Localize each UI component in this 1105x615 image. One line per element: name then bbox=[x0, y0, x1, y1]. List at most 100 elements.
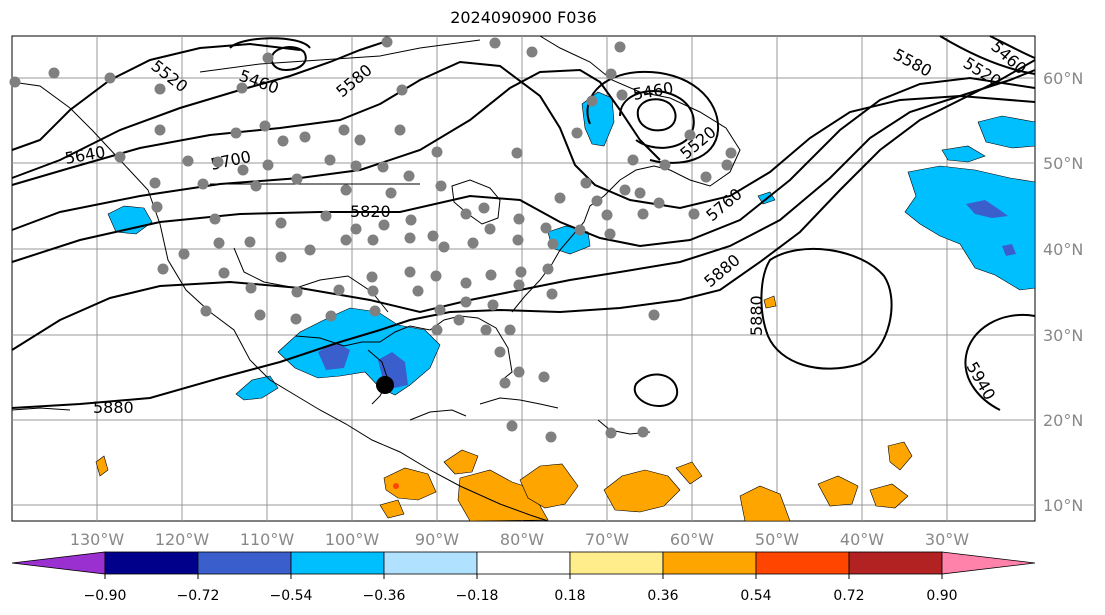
station-dot bbox=[367, 285, 379, 297]
station-dot bbox=[538, 371, 550, 383]
colorbar-tick-label: 0.18 bbox=[554, 588, 585, 604]
station-dot bbox=[197, 178, 209, 190]
station-dot bbox=[48, 67, 60, 79]
station-dot bbox=[405, 214, 417, 226]
station-dot bbox=[182, 155, 194, 167]
contour-label: 5820 bbox=[350, 202, 391, 221]
station-dot bbox=[333, 284, 345, 296]
station-dot bbox=[499, 377, 511, 389]
strong-positive-spot bbox=[393, 483, 399, 489]
station-dot bbox=[648, 309, 660, 321]
colorbar-bin bbox=[476, 551, 571, 575]
positive-anomaly-shading bbox=[95, 295, 913, 522]
station-dot bbox=[512, 234, 524, 246]
station-dot bbox=[212, 156, 224, 168]
station-dot bbox=[367, 234, 379, 246]
station-dot bbox=[250, 180, 262, 192]
lat-tick-label: 10°N bbox=[1043, 496, 1083, 515]
station-dot bbox=[178, 248, 190, 260]
station-dot bbox=[591, 195, 603, 207]
coastlines bbox=[11, 35, 741, 522]
colorbar-bin bbox=[755, 551, 850, 575]
station-dot bbox=[504, 324, 516, 336]
station-dot bbox=[320, 210, 332, 222]
colorbar-tick-label: 0.36 bbox=[647, 588, 678, 604]
station-dot bbox=[404, 232, 416, 244]
lon-tick-label: 90°W bbox=[415, 530, 459, 549]
station-dot bbox=[431, 324, 443, 336]
lon-tick-label: 60°W bbox=[670, 530, 714, 549]
colorbar-bin bbox=[11, 551, 106, 575]
station-dot bbox=[340, 234, 352, 246]
station-dot bbox=[438, 241, 450, 253]
colorbar-bin bbox=[569, 551, 664, 575]
colorbar-bin bbox=[104, 551, 199, 575]
station-dot bbox=[467, 237, 479, 249]
colorbar-tick-label: −0.18 bbox=[456, 588, 499, 604]
colorbar-bin bbox=[662, 551, 757, 575]
contour-label: 5880 bbox=[93, 398, 134, 417]
station-dot bbox=[547, 238, 559, 250]
station-dot bbox=[684, 129, 696, 141]
station-dot bbox=[254, 309, 266, 321]
station-dot bbox=[627, 154, 639, 166]
station-dot bbox=[154, 83, 166, 95]
station-dot bbox=[526, 46, 538, 58]
colorbar bbox=[11, 551, 1036, 575]
lat-tick-label: 60°N bbox=[1043, 69, 1083, 88]
station-dot bbox=[385, 187, 397, 199]
station-dot bbox=[721, 159, 733, 171]
lat-tick-label: 50°N bbox=[1043, 154, 1083, 173]
station-dot bbox=[244, 236, 256, 248]
station-dot bbox=[605, 427, 617, 439]
station-dot bbox=[236, 82, 248, 94]
station-markers bbox=[9, 36, 737, 443]
map-frame bbox=[11, 35, 1036, 522]
colorbar-tick-label: 0.72 bbox=[833, 588, 864, 604]
station-dot bbox=[262, 52, 274, 64]
station-dot bbox=[200, 305, 212, 317]
station-dot bbox=[338, 124, 350, 136]
station-dot bbox=[354, 134, 366, 146]
station-dot bbox=[430, 270, 442, 282]
station-dot bbox=[605, 68, 617, 80]
station-dot bbox=[157, 263, 169, 275]
height-contours bbox=[11, 35, 1036, 411]
station-dot bbox=[299, 131, 311, 143]
station-dot bbox=[290, 313, 302, 325]
station-dot bbox=[513, 213, 525, 225]
station-dot bbox=[619, 184, 631, 196]
station-dot bbox=[403, 170, 415, 182]
station-dot bbox=[149, 177, 161, 189]
station-dot bbox=[653, 197, 665, 209]
lon-tick-label: 70°W bbox=[585, 530, 629, 549]
colorbar-tick-label: −0.90 bbox=[84, 588, 127, 604]
lon-tick-label: 110°W bbox=[240, 530, 295, 549]
station-dot bbox=[218, 267, 230, 279]
station-dot bbox=[700, 171, 712, 183]
station-dot bbox=[262, 159, 274, 171]
colorbar-tick-label: 0.90 bbox=[926, 588, 957, 604]
station-dot bbox=[404, 266, 416, 278]
colorbar-tick-label: −0.72 bbox=[177, 588, 220, 604]
station-dot bbox=[9, 76, 21, 88]
station-dot bbox=[511, 147, 523, 159]
colorbar-tick-label: 0.54 bbox=[740, 588, 771, 604]
figure-title: 2024090900 F036 bbox=[450, 8, 597, 27]
storm-center-marker bbox=[376, 376, 394, 394]
lat-tick-label: 40°N bbox=[1043, 240, 1083, 259]
station-dot bbox=[275, 251, 287, 263]
station-dot bbox=[580, 177, 592, 189]
station-dot bbox=[245, 282, 257, 294]
station-dot bbox=[377, 161, 389, 173]
station-dot bbox=[480, 324, 492, 336]
station-dot bbox=[460, 296, 472, 308]
contour-label: 5880 bbox=[747, 295, 766, 336]
station-dot bbox=[484, 223, 496, 235]
station-dot bbox=[487, 299, 499, 311]
station-dot bbox=[324, 154, 336, 166]
station-dot bbox=[209, 213, 221, 225]
station-dot bbox=[604, 228, 616, 240]
lon-tick-label: 40°W bbox=[840, 530, 884, 549]
